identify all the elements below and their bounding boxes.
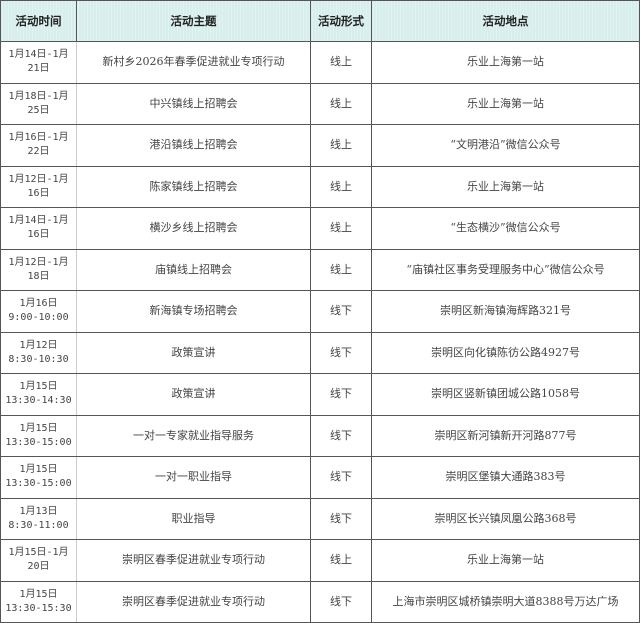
cell-topic: 中兴镇线上招聘会 bbox=[76, 82, 311, 125]
table-row: 1月14日-1月21日 新村乡2026年春季促进就业专项行动 线上 乐业上海第一站 bbox=[0, 41, 640, 84]
cell-topic: 横沙乡线上招聘会 bbox=[76, 207, 311, 250]
cell-place: “文明港沿”微信公众号 bbox=[371, 124, 640, 167]
cell-topic: 陈家镇线上招聘会 bbox=[76, 165, 311, 208]
cell-mode: 线下 bbox=[310, 580, 372, 623]
cell-time: 1月12日 8:30-10:30 bbox=[0, 331, 77, 374]
cell-mode: 线上 bbox=[310, 41, 372, 84]
cell-topic: 新海镇专场招聘会 bbox=[76, 290, 311, 333]
cell-mode: 线下 bbox=[310, 373, 372, 416]
cell-time: 1月14日-1月21日 bbox=[0, 41, 77, 84]
cell-mode: 线上 bbox=[310, 248, 372, 291]
table-row: 1月18日-1月25日 中兴镇线上招聘会 线上 乐业上海第一站 bbox=[0, 82, 640, 125]
table-row: 1月12日-1月18日 庙镇线上招聘会 线上 “庙镇社区事务受理服务中心”微信公众号 bbox=[0, 248, 640, 291]
cell-mode: 线下 bbox=[310, 331, 372, 374]
cell-time: 1月15日 13:30-14:30 bbox=[0, 373, 77, 416]
table-row: 1月15日 13:30-15:00 一对一职业指导 线下 崇明区堡镇大通路383号 bbox=[0, 456, 640, 499]
cell-mode: 线下 bbox=[310, 414, 372, 457]
cell-mode: 线下 bbox=[310, 290, 372, 333]
cell-topic: 新村乡2026年春季促进就业专项行动 bbox=[76, 41, 311, 84]
cell-time: 1月15日-1月20日 bbox=[0, 539, 77, 582]
cell-topic: 政策宣讲 bbox=[76, 373, 311, 416]
cell-place: 崇明区新海镇海辉路321号 bbox=[371, 290, 640, 333]
cell-place: 崇明区堡镇大通路383号 bbox=[371, 456, 640, 499]
cell-time: 1月15日 13:30-15:00 bbox=[0, 456, 77, 499]
cell-time: 1月18日-1月25日 bbox=[0, 82, 77, 125]
cell-time: 1月13日 8:30-11:00 bbox=[0, 497, 77, 540]
cell-place: 乐业上海第一站 bbox=[371, 82, 640, 125]
cell-mode: 线下 bbox=[310, 456, 372, 499]
cell-time: 1月14日-1月16日 bbox=[0, 207, 77, 250]
header-place: 活动地点 bbox=[371, 0, 640, 42]
cell-topic: 政策宣讲 bbox=[76, 331, 311, 374]
table-row: 1月12日 8:30-10:30 政策宣讲 线下 崇明区向化镇陈彷公路4927号 bbox=[0, 331, 640, 374]
cell-topic: 崇明区春季促进就业专项行动 bbox=[76, 539, 311, 582]
table-row: 1月15日 13:30-15:30 崇明区春季促进就业专项行动 线下 上海市崇明区城桥… bbox=[0, 580, 640, 623]
table-row: 1月16日-1月22日 港沿镇线上招聘会 线上 “文明港沿”微信公众号 bbox=[0, 124, 640, 167]
cell-place: 崇明区长兴镇凤凰公路368号 bbox=[371, 497, 640, 540]
cell-mode: 线上 bbox=[310, 82, 372, 125]
cell-place: “生态横沙”微信公众号 bbox=[371, 207, 640, 250]
cell-mode: 线下 bbox=[310, 497, 372, 540]
table-row: 1月15日 13:30-15:00 一对一专家就业指导服务 线下 崇明区新河镇新开河路… bbox=[0, 414, 640, 457]
cell-time: 1月16日 9:00-10:00 bbox=[0, 290, 77, 333]
cell-place: 乐业上海第一站 bbox=[371, 539, 640, 582]
header-topic: 活动主题 bbox=[76, 0, 311, 42]
cell-place: 上海市崇明区城桥镇崇明大道8388号万达广场 bbox=[371, 580, 640, 623]
cell-time: 1月15日 13:30-15:00 bbox=[0, 414, 77, 457]
cell-time: 1月12日-1月18日 bbox=[0, 248, 77, 291]
cell-mode: 线上 bbox=[310, 207, 372, 250]
table-row: 1月15日-1月20日 崇明区春季促进就业专项行动 线上 乐业上海第一站 bbox=[0, 539, 640, 582]
cell-topic: 庙镇线上招聘会 bbox=[76, 248, 311, 291]
cell-topic: 崇明区春季促进就业专项行动 bbox=[76, 580, 311, 623]
cell-time: 1月16日-1月22日 bbox=[0, 124, 77, 167]
table-row: 1月13日 8:30-11:00 职业指导 线下 崇明区长兴镇凤凰公路368号 bbox=[0, 497, 640, 540]
cell-mode: 线上 bbox=[310, 124, 372, 167]
cell-place: 乐业上海第一站 bbox=[371, 41, 640, 84]
cell-topic: 职业指导 bbox=[76, 497, 311, 540]
header-mode: 活动形式 bbox=[310, 0, 372, 42]
cell-place: 崇明区新河镇新开河路877号 bbox=[371, 414, 640, 457]
table-row: 1月16日 9:00-10:00 新海镇专场招聘会 线下 崇明区新海镇海辉路321号 bbox=[0, 290, 640, 333]
cell-place: “庙镇社区事务受理服务中心”微信公众号 bbox=[371, 248, 640, 291]
cell-time: 1月12日-1月16日 bbox=[0, 165, 77, 208]
cell-mode: 线上 bbox=[310, 539, 372, 582]
cell-place: 崇明区竖新镇团城公路1058号 bbox=[371, 373, 640, 416]
cell-topic: 一对一职业指导 bbox=[76, 456, 311, 499]
cell-place: 乐业上海第一站 bbox=[371, 165, 640, 208]
cell-mode: 线上 bbox=[310, 165, 372, 208]
table-row: 1月14日-1月16日 横沙乡线上招聘会 线上 “生态横沙”微信公众号 bbox=[0, 207, 640, 250]
header-row: 活动时间 活动主题 活动形式 活动地点 bbox=[0, 0, 640, 42]
cell-time: 1月15日 13:30-15:30 bbox=[0, 580, 77, 623]
header-time: 活动时间 bbox=[0, 0, 77, 42]
table-row: 1月15日 13:30-14:30 政策宣讲 线下 崇明区竖新镇团城公路1058号 bbox=[0, 373, 640, 416]
table-row: 1月12日-1月16日 陈家镇线上招聘会 线上 乐业上海第一站 bbox=[0, 165, 640, 208]
cell-topic: 港沿镇线上招聘会 bbox=[76, 124, 311, 167]
cell-topic: 一对一专家就业指导服务 bbox=[76, 414, 311, 457]
cell-place: 崇明区向化镇陈彷公路4927号 bbox=[371, 331, 640, 374]
